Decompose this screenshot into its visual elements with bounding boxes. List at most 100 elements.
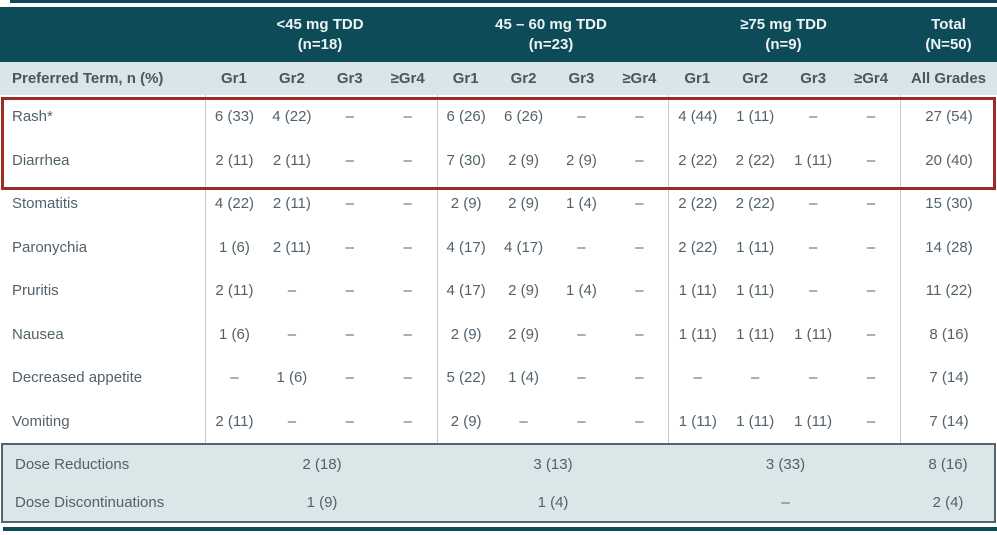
value-cell: 2 (22) <box>668 182 726 226</box>
summary-value-cell: 3 (33) <box>765 455 806 473</box>
value-cell: – <box>808 282 818 300</box>
value-cell: – <box>635 412 644 430</box>
value-cell: 1 (6) <box>205 312 263 356</box>
group-header-lt45: <45 mg TDD (n=18) <box>205 7 435 62</box>
value-cell: – <box>403 282 412 300</box>
value-cell: 4 (44) <box>668 95 726 139</box>
value-cell: – <box>577 325 586 343</box>
value-cell: – <box>577 238 586 256</box>
column-header-row: Preferred Term, n (%) Gr1 Gr2 Gr3 ≥Gr4 Gr1 Gr… <box>0 62 997 95</box>
summary-term-cell: Dose Reductions <box>15 455 130 473</box>
value-cell: 2 (9) <box>508 195 539 213</box>
value-cell: 4 (17) <box>503 238 544 256</box>
grade-col-header: ≥Gr4 <box>622 70 657 87</box>
value-cell: 2 (11) <box>205 138 263 182</box>
term-cell: Diarrhea <box>12 151 70 169</box>
value-cell: – <box>345 195 354 213</box>
value-cell: 2 (11) <box>272 151 311 169</box>
value-cell: 4 (17) <box>436 269 495 313</box>
value-cell: – <box>866 325 876 343</box>
value-cell: 2 (9) <box>436 399 495 443</box>
grade-col-header: Gr2 <box>278 70 305 87</box>
summary-value-cell: 2 (18) <box>302 455 342 473</box>
table-row: Pruritis 2 (11) – – – 4 (17) 2 (9) 1 (4) – 1 (11)… <box>0 269 997 313</box>
value-cell: 2 (22) <box>735 195 775 213</box>
grade-col-header: Gr3 <box>336 70 363 87</box>
grade-col-header: Gr3 <box>568 70 595 87</box>
table-row: Diarrhea 2 (11) 2 (11) – – 7 (30) 2 (9) 2 (9) – 2… <box>0 138 997 182</box>
value-cell: – <box>577 412 586 430</box>
summary-row: Dose Reductions 2 (18) 3 (13) 3 (33) 8 (16) <box>3 445 994 483</box>
group-label: Total <box>931 15 966 33</box>
value-cell: – <box>866 108 876 126</box>
value-cell: – <box>205 356 263 400</box>
value-cell: – <box>635 282 644 300</box>
value-cell: 1 (11) <box>736 238 775 256</box>
value-cell: – <box>287 412 297 430</box>
value-cell: – <box>287 282 297 300</box>
value-cell: 1 (6) <box>205 225 263 269</box>
grade-col-header: Gr1 <box>684 70 711 87</box>
value-cell: 1 (4) <box>566 282 597 300</box>
value-cell: – <box>808 238 818 256</box>
value-cell: 4 (17) <box>436 225 495 269</box>
value-cell: 1 (11) <box>668 399 726 443</box>
value-cell: 7 (30) <box>436 138 495 182</box>
group-label: <45 mg TDD <box>276 15 364 33</box>
group-header-45-60: 45 – 60 mg TDD (n=23) <box>435 7 667 62</box>
value-cell: – <box>808 369 818 387</box>
table-header-row: <45 mg TDD (n=18) 45 – 60 mg TDD (n=23) … <box>0 7 997 62</box>
value-cell: – <box>635 238 644 256</box>
value-cell: – <box>345 238 354 256</box>
value-cell: 2 (9) <box>436 312 495 356</box>
value-cell: 1 (11) <box>794 151 833 169</box>
value-cell: 2 (22) <box>735 151 775 169</box>
value-cell: – <box>866 282 876 300</box>
group-label: 45 – 60 mg TDD <box>495 15 607 33</box>
value-cell: 4 (22) <box>272 108 312 126</box>
value-cell: – <box>345 369 354 387</box>
value-cell: – <box>345 282 354 300</box>
value-cell: 1 (4) <box>508 369 539 387</box>
value-cell: 2 (9) <box>566 151 597 169</box>
value-cell: – <box>751 369 760 387</box>
value-cell: – <box>519 412 528 430</box>
term-cell: Decreased appetite <box>12 369 143 387</box>
table-body: Rash* 6 (33) 4 (22) – – 6 (26) 6 (26) – – 4 (44) 1… <box>0 95 997 443</box>
grade-col-header: Gr1 <box>452 70 479 87</box>
value-cell: 1 (11) <box>794 325 833 343</box>
value-cell: 6 (33) <box>205 95 263 139</box>
group-label: ≥75 mg TDD <box>740 15 827 33</box>
group-n: (n=18) <box>297 35 343 53</box>
summary-value-cell: 1 (9) <box>306 493 338 511</box>
value-cell: 1 (11) <box>668 269 726 313</box>
value-cell: – <box>668 356 726 400</box>
value-cell: – <box>635 369 644 387</box>
value-cell: 2 (9) <box>508 151 539 169</box>
value-cell: – <box>403 369 412 387</box>
value-cell: 5 (22) <box>436 356 495 400</box>
table-row: Decreased appetite –1 (6) – –5 (22) 1 (4) – – –… <box>0 356 997 400</box>
value-cell: 2 (22) <box>668 138 726 182</box>
summary-row: Dose Discontinuations 1 (9) 1 (4) – 2 (4) <box>3 483 994 521</box>
value-cell: – <box>866 369 876 387</box>
value-cell: – <box>866 412 876 430</box>
value-cell: – <box>635 151 644 169</box>
summary-value-cell: 3 (13) <box>533 455 573 473</box>
table-row: Nausea 1 (6) – – – 2 (9) 2 (9) – – 1 (11) 1 (11) 1 … <box>0 312 997 356</box>
summary-value-cell: 2 (4) <box>932 493 964 511</box>
table-row: Rash* 6 (33) 4 (22) – – 6 (26) 6 (26) – – 4 (44) 1… <box>0 95 997 139</box>
value-cell: – <box>403 238 412 256</box>
value-cell: 1 (6) <box>276 369 308 387</box>
group-n: (n=23) <box>528 35 574 53</box>
value-cell: 1 (11) <box>668 312 726 356</box>
top-rule <box>10 0 997 3</box>
summary-term-cell: Dose Discontinuations <box>15 493 165 511</box>
value-cell: 6 (26) <box>503 108 544 126</box>
term-cell: Vomiting <box>12 412 70 430</box>
value-cell: – <box>403 412 412 430</box>
value-cell: 2 (11) <box>205 269 263 313</box>
value-cell: 1 (11) <box>736 108 775 126</box>
value-cell: 2 (22) <box>668 225 726 269</box>
all-grades-cell: 20 (40) <box>900 138 997 182</box>
